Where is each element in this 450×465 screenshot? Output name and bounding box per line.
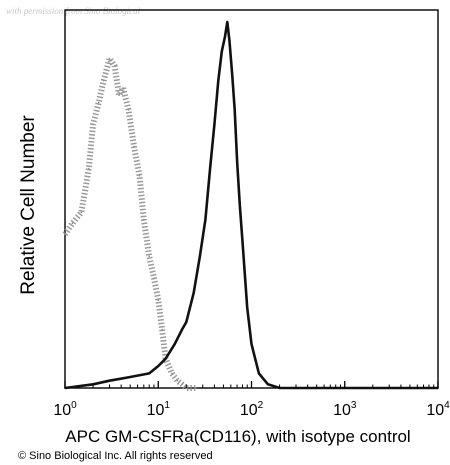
- isotype-point-12: [133, 145, 135, 148]
- watermark-text: with permission from Sino Biological: [6, 6, 141, 16]
- isotype-point-18: [161, 328, 163, 331]
- x-tick-base: 10: [147, 402, 165, 419]
- isotype-point-15: [148, 255, 150, 257]
- x-tick-exponent: 4: [444, 400, 450, 411]
- isotype-point-8: [113, 65, 116, 67]
- cd116-point-26: [250, 343, 253, 345]
- cd116-point-16: [221, 50, 223, 53]
- x-tick-base: 10: [333, 402, 351, 419]
- isotype-point-20: [171, 372, 173, 375]
- cd116-point-23: [239, 204, 241, 206]
- isotype-point-17: [157, 299, 160, 302]
- x-tick-label-1: 101: [147, 400, 171, 419]
- cd116-point-5: [157, 365, 160, 367]
- cd116-point-27: [258, 372, 260, 375]
- isotype-point-2: [80, 211, 83, 214]
- x-tick-label-3: 103: [333, 400, 357, 419]
- cd116-point-19: [228, 39, 231, 42]
- x-tick-base: 10: [240, 402, 258, 419]
- x-tick-base: 10: [426, 402, 444, 419]
- copyright-text: © Sino Biological Inc. All rights reserv…: [18, 450, 213, 462]
- x-tick-base: 10: [53, 402, 71, 419]
- x-tick-exponent: 0: [71, 400, 77, 411]
- isotype-point-7: [108, 57, 111, 60]
- isotype-point-9: [118, 94, 120, 96]
- cd116-point-22: [236, 160, 238, 162]
- cd116-point-8: [181, 328, 183, 331]
- cd116-point-12: [204, 218, 207, 221]
- isotype-point-5: [97, 101, 100, 104]
- isotype-point-0: [64, 233, 66, 236]
- cd116-point-4: [148, 372, 150, 375]
- x-axis-label: APC GM-CSFRa(CD116), with isotype contro…: [65, 427, 410, 446]
- y-axis-label: Relative Cell Number: [18, 115, 39, 295]
- isotype-point-1: [71, 222, 74, 225]
- cd116-point-24: [241, 240, 244, 243]
- cd116-point-13: [209, 167, 211, 170]
- x-tick-exponent: 3: [351, 400, 357, 411]
- isotype-point-13: [138, 174, 141, 177]
- isotype-control-line: [62, 55, 196, 391]
- cd116-point-14: [213, 123, 216, 126]
- cd116-point-25: [246, 306, 248, 309]
- isotype-point-4: [92, 123, 94, 126]
- cd116-point-3: [129, 376, 131, 378]
- series-layer: [62, 20, 439, 391]
- cd116-point-9: [185, 321, 188, 323]
- cd116-point-15: [217, 79, 220, 82]
- cd116-point-20: [231, 72, 233, 74]
- isotype-point-22: [181, 383, 183, 386]
- plot-frame: [64, 9, 439, 389]
- x-tick-label-0: 100: [53, 400, 77, 419]
- isotype-point-6: [102, 79, 105, 82]
- cd116-point-28: [267, 383, 269, 386]
- x-tick-exponent: 1: [164, 400, 170, 411]
- isotype-point-21: [176, 379, 179, 382]
- cd116-point-2: [108, 379, 111, 382]
- cd116-point-11: [199, 255, 201, 257]
- x-tick-exponent: 2: [258, 400, 264, 411]
- cd116-point-7: [173, 343, 176, 345]
- cd116-point-18: [226, 21, 229, 23]
- isotype-point-10: [122, 87, 124, 89]
- cd116-point-21: [233, 109, 236, 111]
- isotype-point-24: [194, 387, 197, 389]
- x-tick-label-2: 102: [240, 400, 264, 419]
- cd116-point-17: [224, 35, 226, 38]
- cd116-point-6: [164, 357, 167, 360]
- isotype-point-14: [143, 218, 145, 221]
- x-tick-label-4: 104: [426, 400, 450, 419]
- cd116-line: [64, 20, 438, 390]
- cd116-series: [64, 20, 439, 390]
- x-axis-ticks: 100 101 102 103 104: [53, 381, 450, 419]
- cd116-point-10: [192, 292, 195, 294]
- isotype-point-3: [88, 167, 90, 170]
- isotype-point-11: [127, 109, 130, 111]
- isotype-point-16: [153, 277, 155, 280]
